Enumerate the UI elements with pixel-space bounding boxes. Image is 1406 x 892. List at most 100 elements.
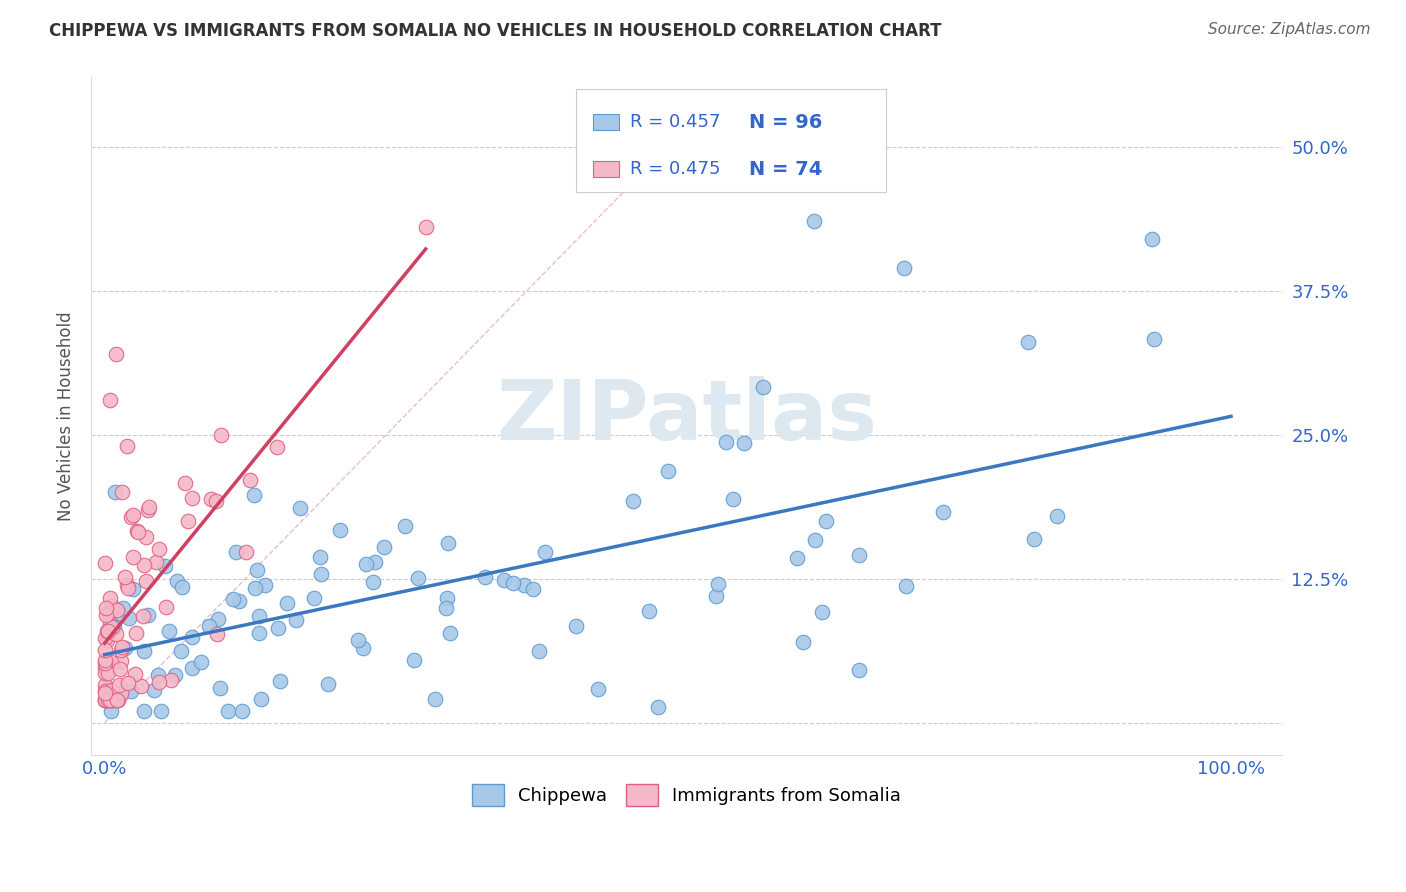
Point (94, 661, 117, 675)
Point (105, 692, 128, 706)
Point (112, 601, 135, 615)
Point (138, 500, 160, 514)
Point (394, 518, 416, 533)
Point (704, 590, 727, 604)
Point (848, 664, 870, 678)
Point (247, 626, 270, 640)
Point (494, 573, 516, 587)
Point (108, 662, 131, 676)
Text: R = 0.457: R = 0.457 (630, 113, 720, 131)
Point (529, 644, 551, 658)
Point (125, 524, 148, 539)
Point (93, 665, 115, 680)
Point (98, 616, 121, 631)
Point (115, 439, 138, 453)
Point (160, 673, 183, 687)
Point (1022, 532, 1045, 546)
Point (114, 641, 136, 656)
Point (172, 581, 194, 595)
Point (177, 514, 200, 528)
Point (121, 549, 143, 564)
Point (222, 591, 245, 606)
Point (93, 557, 115, 571)
Point (361, 575, 384, 590)
Point (135, 530, 157, 544)
Point (217, 704, 239, 718)
Point (316, 677, 339, 691)
Point (243, 487, 266, 501)
Point (98, 591, 121, 605)
Point (120, 510, 142, 524)
Point (647, 700, 669, 714)
Point (893, 260, 915, 275)
Point (135, 574, 157, 588)
Point (94, 657, 117, 671)
Point (290, 501, 312, 516)
Point (266, 440, 288, 454)
Point (110, 686, 132, 700)
Point (534, 544, 557, 558)
Point (148, 674, 170, 689)
Point (180, 630, 202, 644)
Point (100, 704, 122, 718)
Point (96, 624, 118, 639)
Point (110, 655, 132, 669)
Point (276, 596, 298, 610)
Point (101, 692, 124, 706)
Point (94, 600, 117, 615)
Point (1046, 508, 1069, 523)
Text: N = 96: N = 96 (749, 112, 823, 131)
Point (814, 514, 837, 528)
Point (208, 681, 231, 695)
Point (436, 536, 458, 550)
Point (100, 655, 122, 669)
Point (97, 666, 120, 681)
Point (751, 380, 773, 394)
Text: N = 74: N = 74 (749, 160, 823, 178)
Point (108, 678, 131, 692)
Legend: Chippewa, Immigrants from Somalia: Chippewa, Immigrants from Somalia (464, 777, 908, 814)
Text: ZIPatlas: ZIPatlas (496, 376, 877, 457)
Point (792, 634, 814, 648)
Point (115, 577, 138, 591)
Point (121, 582, 143, 596)
Point (513, 578, 536, 592)
Point (363, 555, 385, 569)
Point (1140, 232, 1163, 246)
Point (347, 632, 370, 647)
Point (204, 494, 226, 508)
Point (98, 692, 121, 706)
Point (786, 551, 808, 566)
Point (247, 609, 270, 624)
Point (803, 214, 825, 228)
Point (93, 653, 115, 667)
Point (97, 606, 120, 620)
Point (180, 491, 202, 506)
Point (502, 576, 524, 591)
Point (267, 621, 290, 635)
Point (329, 524, 352, 538)
Point (134, 644, 156, 658)
Point (250, 692, 273, 706)
Point (136, 607, 159, 622)
Point (308, 549, 330, 564)
Point (474, 569, 496, 583)
Point (114, 569, 136, 583)
Point (101, 692, 124, 706)
Point (107, 606, 129, 620)
Point (129, 679, 152, 693)
Point (94, 631, 117, 645)
Point (94, 642, 117, 657)
Point (117, 581, 139, 595)
Point (638, 604, 661, 618)
Point (148, 541, 170, 556)
Point (235, 544, 257, 558)
Point (101, 620, 124, 634)
Point (309, 566, 332, 581)
Point (269, 673, 291, 688)
Point (190, 655, 212, 669)
Point (100, 692, 122, 706)
Point (352, 641, 374, 656)
Point (121, 508, 143, 523)
Point (522, 582, 544, 597)
